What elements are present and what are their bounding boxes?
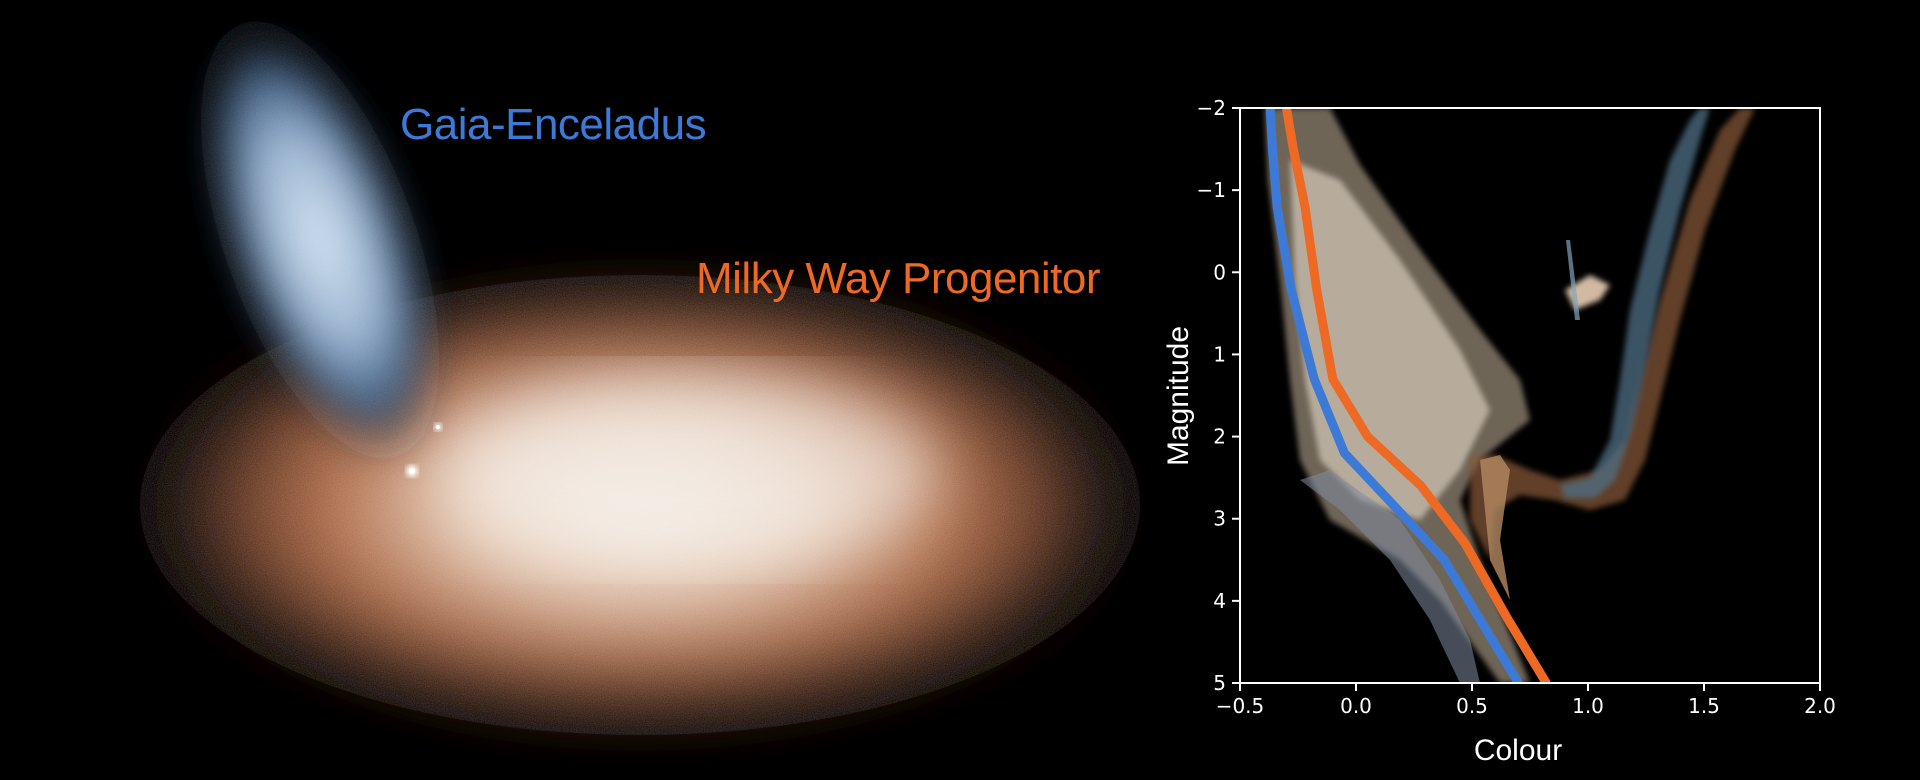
- milky-way-progenitor-label: Milky Way Progenitor: [696, 254, 1101, 303]
- gaia-enceladus-label: Gaia-Enceladus: [400, 100, 707, 149]
- y-axis-title: Magnitude: [1162, 326, 1195, 466]
- x-tick-label: 0.5: [1456, 694, 1488, 718]
- x-tick-label: 1.0: [1572, 694, 1604, 718]
- plot-frame: [1239, 107, 1821, 684]
- blue-series-line: [1265, 108, 1523, 683]
- y-tick-label: 2: [1213, 425, 1226, 449]
- y-tick-label: 1: [1213, 342, 1226, 366]
- x-tick-label: 1.5: [1688, 694, 1720, 718]
- y-tick-label: 5: [1213, 671, 1226, 695]
- bright-stars: [406, 423, 442, 477]
- y-tick-label: 0: [1213, 260, 1226, 284]
- y-tick-label: 3: [1213, 507, 1226, 531]
- gaia-enceladus-galaxy: [201, 21, 439, 459]
- x-tick-label: 2.0: [1804, 694, 1836, 718]
- colour-magnitude-chart: −0.5 0.0 0.5 1.0 1.5 2.0 −2 −1 0 1 2 3 4 5 Colour Ma…: [1162, 96, 1836, 767]
- orange-series-line: [1281, 108, 1551, 683]
- x-tick-label: −0.5: [1216, 694, 1265, 718]
- x-tick-label: 0.0: [1340, 694, 1372, 718]
- y-tick-label: −1: [1197, 178, 1226, 202]
- x-axis-ticks: −0.5 0.0 0.5 1.0 1.5 2.0: [1216, 683, 1836, 718]
- isochrone-lines: [1265, 108, 1551, 683]
- x-axis-title: Colour: [1474, 734, 1562, 767]
- y-axis-ticks: −2 −1 0 1 2 3 4 5: [1197, 96, 1240, 695]
- y-tick-label: 4: [1213, 589, 1226, 613]
- y-tick-label: −2: [1197, 96, 1226, 120]
